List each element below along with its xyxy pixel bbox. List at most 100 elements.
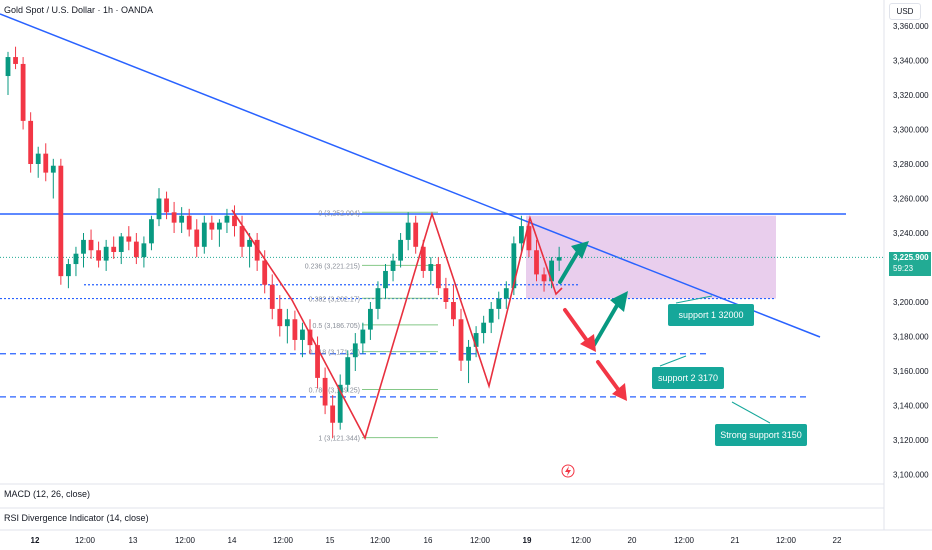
y-tick-label: 3,260.000 — [893, 195, 929, 204]
candle-body — [28, 120, 34, 164]
candle-body — [488, 308, 494, 323]
macd-indicator-label[interactable]: MACD (12, 26, close) — [4, 489, 91, 499]
strong-support-pointer — [731, 401, 771, 424]
candle-body — [541, 274, 547, 282]
candle-body — [201, 222, 207, 247]
candle-body — [73, 253, 79, 265]
candle-body — [96, 250, 101, 261]
fib-level-label: 0.618 (3,171.24) — [309, 350, 360, 357]
fib-level-label: 0.786 (3,149.25) — [309, 388, 360, 395]
candle-body — [43, 153, 49, 173]
support-1-pointer — [675, 295, 713, 304]
x-tick-label: 12:00 — [175, 536, 196, 545]
candle-body — [5, 57, 11, 77]
x-tick-label: 12:00 — [571, 536, 592, 545]
candle-body — [390, 260, 396, 271]
candle-body — [315, 345, 320, 378]
fib-level-label: 0.382 (3,202.17) — [309, 296, 360, 303]
candle-body — [360, 329, 366, 344]
candle-body — [209, 222, 215, 230]
candle-body — [322, 377, 328, 406]
y-tick-label: 3,300.000 — [893, 126, 929, 135]
candle-body — [164, 198, 169, 213]
bar-countdown: 59:23 — [893, 264, 914, 273]
candle-body — [435, 264, 441, 289]
candle-body — [511, 243, 517, 289]
candle-body — [179, 215, 185, 223]
candle-body — [473, 333, 479, 347]
candle-body — [126, 236, 132, 242]
y-tick-label: 3,160.000 — [893, 367, 929, 376]
candle-body — [66, 264, 71, 277]
candle-body — [556, 257, 562, 261]
candle-body — [81, 239, 86, 254]
candle-body — [133, 241, 139, 258]
candle-body — [254, 239, 260, 261]
candle-body — [503, 288, 509, 299]
y-tick-label: 3,240.000 — [893, 229, 929, 238]
candle-body — [428, 264, 434, 271]
candle-body — [186, 215, 192, 230]
candlestick-series — [5, 46, 562, 439]
lightning-icon — [565, 466, 571, 476]
support-1-callout[interactable]: support 1 32000 — [668, 304, 754, 326]
x-tick-label: 12:00 — [273, 536, 294, 545]
y-tick-label: 3,320.000 — [893, 91, 929, 100]
strong-support-callout[interactable]: Strong support 3150 — [715, 424, 807, 446]
y-tick-label: 3,200.000 — [893, 298, 929, 307]
bearish-arrow-2 — [596, 360, 627, 401]
candle-body — [300, 329, 305, 340]
candle-body — [534, 250, 539, 275]
x-tick-label: 14 — [228, 536, 237, 545]
y-tick-label: 3,100.000 — [893, 471, 929, 480]
x-tick-label: 12:00 — [776, 536, 797, 545]
candle-body — [171, 212, 177, 223]
candle-body — [458, 319, 464, 361]
bearish-arrow-1 — [563, 308, 596, 352]
candle-body — [284, 319, 290, 327]
candle-body — [292, 319, 298, 340]
x-tick-label: 12:00 — [470, 536, 491, 545]
candle-body — [549, 260, 554, 282]
candle-body — [149, 219, 154, 244]
candle-body — [330, 405, 336, 423]
descending-trendline — [0, 13, 821, 338]
last-price: 3,225.900 — [893, 253, 929, 262]
candle-body — [224, 215, 230, 223]
bullish-arrow-2 — [592, 291, 628, 347]
y-tick-label: 3,140.000 — [893, 402, 929, 411]
bearish-arrow-1-shaft — [563, 308, 590, 344]
support-2-pointer — [659, 355, 687, 367]
symbol-title[interactable]: Gold Spot / U.S. Dollar · 1h · OANDA — [4, 5, 154, 15]
candle-body — [156, 198, 162, 220]
bullish-arrow-2-shaft — [592, 300, 621, 347]
candle-body — [345, 357, 351, 385]
bullish-arrow-1 — [558, 241, 589, 284]
candle-body — [307, 329, 313, 346]
candle-body — [368, 308, 373, 330]
candle-body — [50, 165, 56, 173]
x-tick-label: 20 — [628, 536, 637, 545]
candle-body — [232, 215, 237, 227]
candle-body — [58, 165, 64, 277]
support-2-callout[interactable]: support 2 3170 — [652, 367, 724, 389]
candle-body — [269, 284, 275, 309]
currency-badge[interactable]: USD — [889, 3, 921, 20]
candle-body — [337, 384, 343, 423]
rsi-indicator-label[interactable]: RSI Divergence Indicator (14, close) — [4, 513, 149, 523]
bearish-arrow-2-head — [612, 383, 627, 401]
candle-body — [451, 302, 456, 320]
x-tick-label: 21 — [731, 536, 740, 545]
bearish-arrow-1-head — [580, 334, 596, 352]
candle-body — [277, 308, 283, 327]
candle-body — [519, 226, 524, 244]
y-tick-label: 3,280.000 — [893, 160, 929, 169]
fib-level-label: 0 (3,252.004) — [318, 210, 360, 217]
fib-level-label: 0.5 (3,186.705) — [313, 323, 360, 330]
zigzag-pattern — [231, 209, 563, 441]
y-tick-label: 3,340.000 — [893, 57, 929, 66]
candle-body — [420, 246, 426, 271]
y-tick-label: 3,180.000 — [893, 333, 929, 342]
